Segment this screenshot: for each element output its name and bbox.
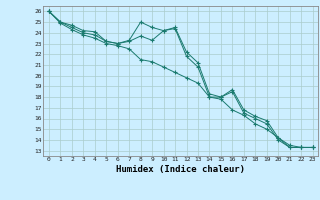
X-axis label: Humidex (Indice chaleur): Humidex (Indice chaleur) xyxy=(116,165,245,174)
